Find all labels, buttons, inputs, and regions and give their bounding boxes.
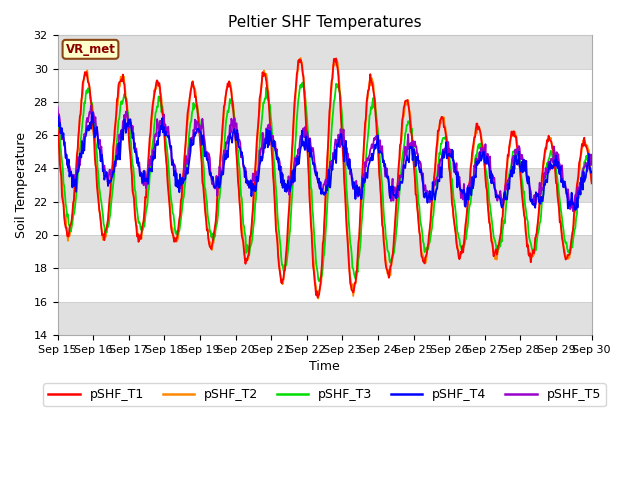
pSHF_T1 (118, 78, 126, 84)
pSHF_T4 (54, 123, 61, 129)
pSHF_T1 (54, 126, 61, 132)
pSHF_T3 (54, 112, 61, 118)
pSHF_T4 (88, 109, 96, 115)
pSHF_T3 (173, 231, 180, 237)
Line: pSHF_T2: pSHF_T2 (58, 58, 592, 299)
pSHF_T2 (63, 230, 71, 236)
Title: Peltier SHF Temperatures: Peltier SHF Temperatures (228, 15, 421, 30)
pSHF_T5 (406, 144, 413, 149)
pSHF_T5 (202, 145, 209, 151)
pSHF_T3 (406, 129, 414, 135)
Line: pSHF_T5: pSHF_T5 (58, 106, 592, 211)
pSHF_T5 (588, 162, 596, 168)
pSHF_T5 (119, 118, 127, 124)
Bar (58, 36, 592, 69)
pSHF_T2 (173, 239, 180, 245)
pSHF_T2 (54, 115, 61, 120)
Line: pSHF_T4: pSHF_T4 (58, 112, 592, 210)
pSHF_T5 (63, 162, 71, 168)
pSHF_T2 (118, 76, 126, 82)
pSHF_T3 (63, 214, 71, 219)
Bar (58, 168, 592, 202)
pSHF_T4 (173, 184, 181, 190)
pSHF_T2 (201, 193, 209, 199)
pSHF_T1 (588, 180, 596, 186)
pSHF_T5 (87, 103, 95, 108)
pSHF_T1 (406, 121, 414, 127)
X-axis label: Time: Time (309, 360, 340, 373)
pSHF_T3 (201, 184, 209, 190)
pSHF_T5 (173, 178, 181, 184)
Line: pSHF_T3: pSHF_T3 (58, 82, 592, 281)
Bar (58, 301, 592, 335)
Bar (58, 102, 592, 135)
pSHF_T5 (390, 185, 398, 191)
Bar (58, 235, 592, 268)
pSHF_T1 (201, 203, 209, 208)
pSHF_T4 (588, 169, 596, 175)
pSHF_T1 (314, 295, 321, 300)
pSHF_T4 (119, 137, 127, 143)
pSHF_T1 (173, 237, 180, 242)
pSHF_T2 (314, 296, 322, 301)
Line: pSHF_T1: pSHF_T1 (58, 59, 592, 298)
Legend: pSHF_T1, pSHF_T2, pSHF_T3, pSHF_T4, pSHF_T5: pSHF_T1, pSHF_T2, pSHF_T3, pSHF_T4, pSHF… (44, 384, 606, 407)
pSHF_T4 (390, 192, 398, 198)
pSHF_T3 (315, 278, 323, 284)
pSHF_T2 (296, 55, 304, 61)
pSHF_T4 (202, 153, 209, 159)
pSHF_T3 (588, 172, 596, 178)
pSHF_T1 (391, 223, 399, 229)
pSHF_T2 (588, 178, 596, 184)
pSHF_T4 (572, 207, 579, 213)
Y-axis label: Soil Temperature: Soil Temperature (15, 132, 28, 238)
pSHF_T5 (569, 208, 577, 214)
pSHF_T1 (332, 56, 340, 61)
pSHF_T5 (54, 104, 61, 109)
pSHF_T3 (118, 101, 126, 107)
pSHF_T2 (391, 229, 399, 235)
pSHF_T1 (63, 233, 71, 239)
pSHF_T4 (406, 144, 413, 149)
Text: VR_met: VR_met (65, 43, 115, 56)
pSHF_T3 (300, 79, 307, 85)
pSHF_T3 (391, 242, 399, 248)
pSHF_T2 (406, 112, 414, 118)
pSHF_T4 (63, 160, 71, 166)
